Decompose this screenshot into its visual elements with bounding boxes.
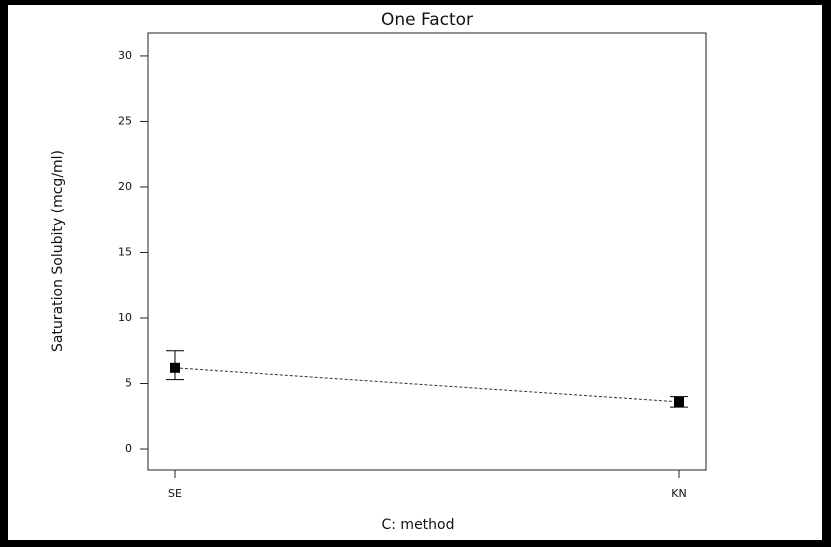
background [8, 5, 822, 540]
y-tick-label: 5 [125, 377, 132, 390]
chart-title: One Factor [381, 10, 473, 30]
connector-line [174, 367, 680, 403]
y-tick-label: 30 [118, 49, 132, 62]
x-axis-label: C: method [381, 517, 454, 533]
plot-frame [147, 32, 707, 471]
y-tick-label: 20 [118, 180, 132, 193]
y-tick-label: 15 [118, 245, 132, 258]
y-tick-label: 25 [118, 114, 132, 127]
y-tick-label: 10 [118, 311, 132, 324]
y-axis-label: Saturation Solubity (mcg/ml) [50, 150, 66, 352]
x-tick-label: SE [168, 487, 182, 500]
y-tick-label: 0 [125, 442, 132, 455]
x-tick-label: KN [671, 487, 686, 500]
point [170, 362, 180, 373]
point [674, 396, 684, 407]
